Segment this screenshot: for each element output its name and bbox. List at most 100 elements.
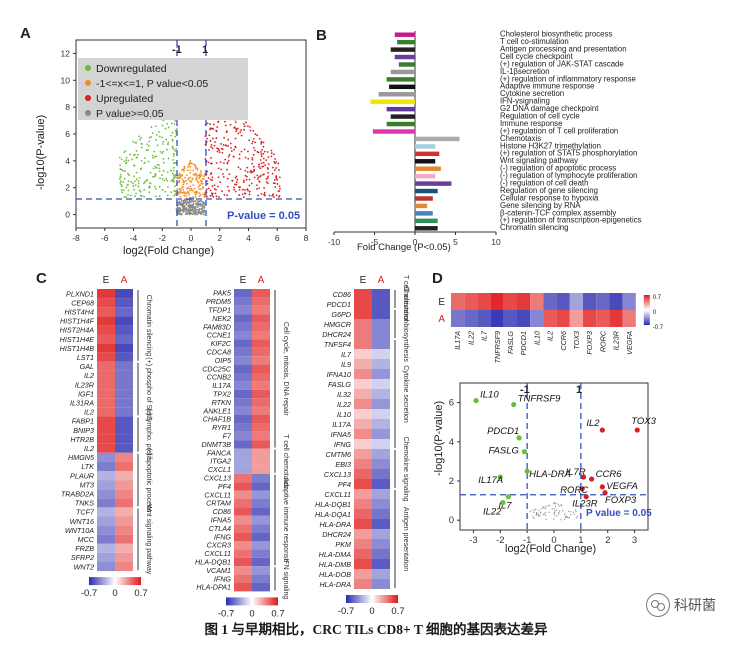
panel-c-col2-gene-label: DNMT3B — [201, 440, 231, 449]
panel-a-point — [256, 150, 259, 153]
panel-b-term-label: Chromatin silencing — [500, 223, 568, 232]
wechat-icon — [646, 593, 670, 617]
panel-a-point — [193, 191, 196, 194]
panel-d-bg-point — [566, 516, 569, 519]
panel-a-point — [181, 207, 184, 210]
panel-b-xtick-label: 0 — [413, 237, 418, 247]
panel-a-point — [174, 190, 177, 193]
panel-c-col2-gene-label: IFNG — [214, 532, 232, 541]
panel-a-point — [261, 148, 264, 151]
panel-a-point — [274, 186, 277, 188]
panel-c-col3-gene-label: HLA-DMA — [319, 550, 352, 559]
panel-a-point — [235, 127, 237, 130]
panel-d-bg-point — [537, 513, 540, 516]
panel-a-point — [165, 177, 168, 180]
panel-a-point — [125, 156, 128, 159]
panel-a-point — [195, 172, 198, 175]
panel-a-point — [192, 184, 195, 187]
panel-a-point — [217, 185, 219, 188]
panel-b-xtick-label: 5 — [453, 237, 458, 247]
panel-a-point — [143, 196, 146, 198]
panel-a-point — [125, 196, 128, 198]
panel-a-point — [131, 158, 133, 161]
panel-d-point-label: CCR6 — [596, 469, 623, 480]
panel-a-point — [119, 168, 122, 171]
panel-a-point — [240, 129, 242, 132]
panel-c-col1-cell-a — [115, 416, 133, 426]
panel-d-point — [599, 427, 605, 433]
panel-a-point — [229, 142, 232, 145]
panel-a-point — [129, 194, 132, 197]
panel-a-point — [173, 194, 176, 196]
panel-d-heatmap: EA IL17A IL22 IL7 TNFRSF9 FASLG PDCD1 IL10 IL2 CC… — [438, 293, 664, 363]
panel-a-point — [134, 180, 136, 183]
panel-d-point-label: IL2 — [586, 418, 600, 429]
panel-a-point — [198, 174, 201, 177]
panel-c-col2-cell-e — [234, 339, 252, 348]
panel-d-point-label: IL23R — [572, 499, 597, 510]
panel-a-point — [222, 176, 225, 178]
panel-a-point — [251, 156, 254, 159]
panel-a-point — [248, 184, 251, 187]
panel-d-gene-label: IL17A — [453, 331, 462, 350]
panel-b-term-label: Antigen processing and presentation — [500, 44, 627, 53]
panel-c-col1-cell-e — [97, 370, 115, 380]
panel-a-point — [207, 187, 210, 190]
panel-a-point — [148, 191, 151, 194]
panel-c-col2-cell-a — [252, 448, 270, 457]
panel-c-col3-cell-a — [372, 329, 390, 339]
panel-c-col1-group-label: (+) phospho of Stat5 — [145, 357, 152, 421]
panel-a-point — [171, 131, 174, 134]
panel-c-col2-gene-label: IFNA5 — [211, 516, 232, 525]
panel-d-gene-label: CCR6 — [559, 331, 568, 351]
panel-a-point — [184, 211, 187, 213]
panel-a-point — [166, 194, 169, 197]
panel-a-point — [180, 202, 183, 205]
panel-a-point — [244, 192, 247, 195]
panel-a-threshold-label: P-value = 0.05 — [227, 210, 300, 222]
panel-c-col2-cell-e — [234, 373, 252, 382]
panel-c-col2-cell-e — [234, 289, 252, 298]
panel-a-point — [251, 162, 254, 165]
panel-a-point — [129, 153, 131, 156]
panel-c-col2-gene-label: CCNE1 — [207, 331, 231, 340]
panel-c-col3-cell-a — [372, 539, 390, 549]
watermark-text: 科研菌 — [674, 598, 716, 614]
panel-b-term-label: IL-1βsecretion — [500, 67, 550, 76]
panel-c-col1-gene-label: WNT10A — [65, 526, 94, 535]
panel-d-bg-point — [532, 516, 534, 518]
panel-c-col3-gene-label: IFNA5 — [331, 430, 352, 439]
panel-a-point — [206, 122, 209, 125]
panel-a-point — [209, 189, 212, 192]
panel-d-bg-point — [545, 518, 547, 521]
panel-d-cell-a — [583, 310, 597, 327]
panel-d-xtick-label: 2 — [605, 535, 610, 546]
panel-a-point — [182, 188, 185, 191]
panel-c-col3-cell-e — [354, 529, 372, 539]
panel-a-point — [188, 193, 190, 196]
panel-a-point — [191, 199, 194, 202]
panel-d-bg-point — [544, 505, 547, 508]
panel-c-col2-cell-e — [234, 557, 252, 567]
panel-a-point — [224, 120, 226, 123]
panel-a-point — [188, 213, 191, 216]
panel-a-xtick-label: 0 — [189, 233, 194, 243]
panel-c-col2-cell-e — [234, 305, 252, 315]
panel-c-col3-cell-a — [372, 549, 390, 559]
panel-a-point — [211, 185, 214, 188]
panel-a-point — [209, 178, 212, 181]
panel-a-point — [135, 171, 138, 174]
panel-a-point — [172, 155, 175, 157]
panel-a-point — [153, 150, 155, 153]
panel-a-point — [214, 192, 217, 195]
panel-d-bg-point — [573, 513, 575, 516]
panel-b-term-label: (+) regulation of transcription-epigenet… — [500, 216, 642, 225]
panel-c-col2-cell-a — [252, 557, 270, 567]
panel-a-point — [179, 201, 181, 204]
panel-d-ytick-label: 0 — [449, 515, 454, 526]
panel-a-point — [228, 153, 231, 156]
panel-c-col1-cell-a — [115, 552, 133, 562]
panel-a-point — [224, 158, 227, 161]
panel-a-point — [140, 146, 143, 149]
panel-a-point — [149, 182, 152, 185]
